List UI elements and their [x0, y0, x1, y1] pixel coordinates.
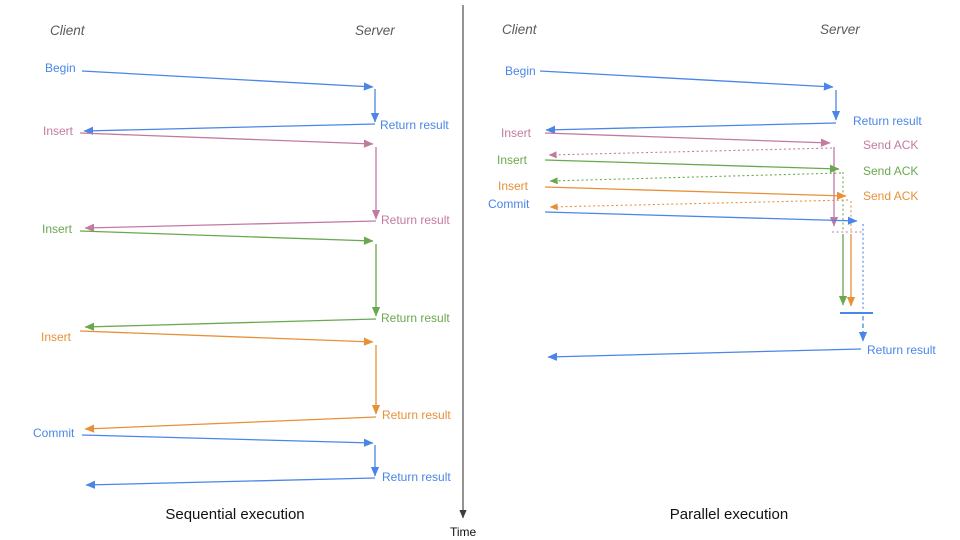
commit-label: Commit: [488, 197, 530, 211]
server-header: Server: [820, 22, 860, 37]
server-header: Server: [355, 23, 395, 38]
begin-return-arrow: [83, 123, 376, 135]
client-header: Client: [50, 23, 86, 38]
insert2-return-arrow: [84, 318, 377, 331]
insert3-ack-arrow: [549, 199, 849, 211]
insert2-label: Insert: [497, 153, 528, 167]
commit-label: Commit: [33, 426, 75, 440]
insert1-return-arrow: [84, 220, 377, 232]
final-return-arrow: [547, 348, 862, 361]
par-insert3-message: Insert Send ACK: [498, 179, 918, 307]
seq-commit-message: Commit Return result: [33, 426, 451, 489]
parallel-panel: Client Server Begin Return result Insert…: [488, 22, 936, 523]
insert1-request-arrow: [79, 132, 374, 148]
begin-return-arrow: [545, 122, 837, 134]
sequential-panel: Client Server Begin Return result Insert…: [33, 23, 451, 523]
insert2-ack-arrow: [549, 172, 842, 185]
seq-insert2-message: Insert Return result: [42, 222, 450, 331]
commit-return-arrow: [85, 477, 376, 489]
insert2-request-arrow: [544, 159, 840, 173]
insert3-return-arrow: [84, 416, 377, 433]
insert1-return-label: Return result: [381, 213, 450, 227]
seq-begin-message: Begin Return result: [45, 61, 449, 135]
insert1-label: Insert: [43, 124, 74, 138]
client-header: Client: [502, 22, 538, 37]
insert1-ack-arrow: [548, 147, 833, 159]
insert1-ack-label: Send ACK: [863, 138, 918, 152]
insert1-request-arrow: [544, 132, 831, 147]
begin-return-label: Return result: [380, 118, 449, 132]
begin-request-arrow: [539, 70, 834, 91]
insert3-label: Insert: [498, 179, 529, 193]
insert3-request-arrow: [544, 186, 847, 200]
par-begin-message: Begin Return result: [505, 64, 922, 134]
insert1-label: Insert: [501, 126, 532, 140]
final-return-label: Return result: [867, 343, 936, 357]
insert2-ack-label: Send ACK: [863, 164, 918, 178]
parallel-caption: Parallel execution: [670, 506, 788, 523]
par-insert2-message: Insert Send ACK: [497, 153, 918, 306]
insert2-label: Insert: [42, 222, 73, 236]
time-axis: Time: [450, 5, 477, 539]
par-commit-message: Commit Return result: [488, 197, 936, 361]
begin-request-arrow: [81, 70, 374, 91]
seq-insert1-message: Insert Return result: [43, 124, 450, 232]
commit-request-arrow: [81, 434, 374, 447]
seq-insert3-message: Insert Return result: [41, 330, 451, 433]
insert2-return-label: Return result: [381, 311, 450, 325]
begin-label: Begin: [45, 61, 76, 75]
insert3-ack-label: Send ACK: [863, 189, 918, 203]
sequential-caption: Sequential execution: [165, 506, 304, 523]
commit-request-arrow: [544, 211, 858, 225]
time-axis-label: Time: [450, 525, 477, 539]
begin-label: Begin: [505, 64, 536, 78]
insert3-request-arrow: [79, 330, 374, 346]
insert3-label: Insert: [41, 330, 72, 344]
begin-return-label: Return result: [853, 114, 922, 128]
commit-return-label: Return result: [382, 470, 451, 484]
insert2-request-arrow: [79, 230, 374, 245]
par-insert1-message: Insert Send ACK: [501, 126, 918, 233]
insert3-return-label: Return result: [382, 408, 451, 422]
